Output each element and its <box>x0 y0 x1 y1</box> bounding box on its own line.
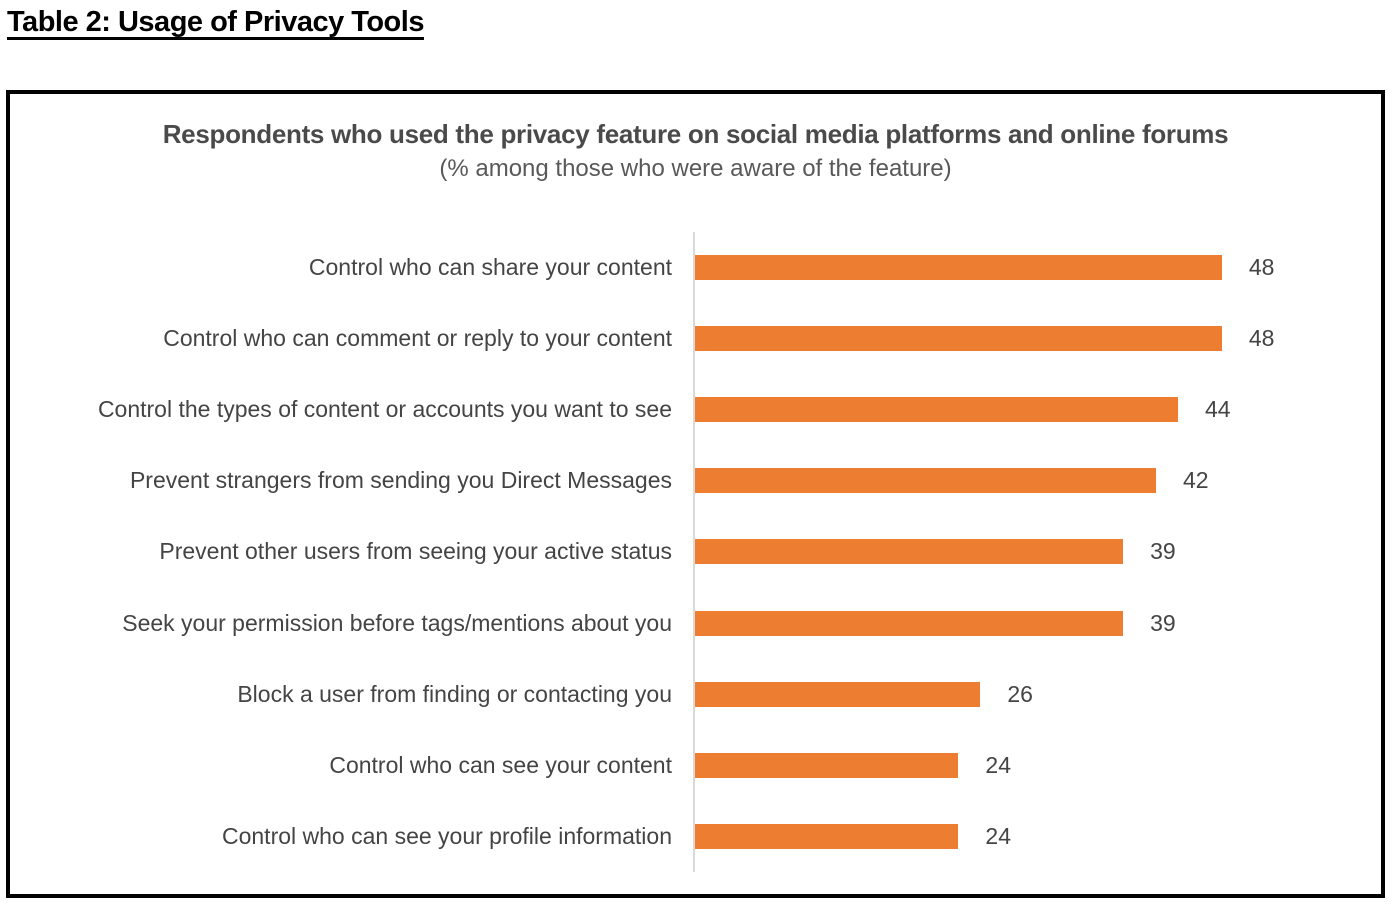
bar-row: Prevent strangers from sending you Direc… <box>10 445 1381 516</box>
value-label: 39 <box>1150 609 1176 636</box>
category-label: Control the types of content or accounts… <box>97 396 672 423</box>
bar-cell: 26 <box>693 659 1381 730</box>
bar-cell: 48 <box>693 232 1381 303</box>
value-label: 42 <box>1182 467 1209 494</box>
value-label: 24 <box>985 822 1012 849</box>
category-axis-line <box>693 232 695 872</box>
bar-row: Prevent other users from seeing your act… <box>10 516 1381 587</box>
bar-row: Control who can see your content 24 <box>10 730 1381 801</box>
category-label: Control who can comment or reply to your… <box>163 325 672 352</box>
bar-cell: 39 <box>693 516 1381 587</box>
chart-header: Respondents who used the privacy feature… <box>10 116 1381 185</box>
bar-row: Seek your permission before tags/mention… <box>10 588 1381 659</box>
bar <box>695 468 1156 494</box>
category-label: Prevent strangers from sending you Direc… <box>129 467 672 494</box>
chart-subtitle: (% among those who were aware of the fea… <box>439 155 952 182</box>
category-label: Control who can share your content <box>308 254 672 281</box>
bar <box>695 539 1124 565</box>
page-title: Table 2: Usage of Privacy Tools <box>7 6 424 38</box>
bar <box>695 681 981 707</box>
plot-area: Control who can share your content 48 Co… <box>10 232 1381 872</box>
bar-rows: Control who can share your content 48 Co… <box>10 232 1381 872</box>
value-label: 44 <box>1204 396 1231 423</box>
bar-cell: 42 <box>693 445 1381 516</box>
value-label: 26 <box>1007 680 1033 707</box>
bar-row: Control the types of content or accounts… <box>10 374 1381 445</box>
category-label: Seek your permission before tags/mention… <box>122 609 672 636</box>
bar-cell: 24 <box>693 801 1381 872</box>
bar-cell: 24 <box>693 730 1381 801</box>
bar-cell: 39 <box>693 588 1381 659</box>
value-label: 24 <box>985 751 1012 778</box>
bar-row: Block a user from finding or contacting … <box>10 659 1381 730</box>
bar-row: Control who can comment or reply to your… <box>10 303 1381 374</box>
bar <box>695 326 1222 352</box>
bar-cell: 48 <box>693 303 1381 374</box>
value-label: 39 <box>1150 538 1176 565</box>
category-label: Prevent other users from seeing your act… <box>159 538 672 565</box>
category-label: Control who can see your content <box>329 751 672 778</box>
bar-cell: 44 <box>693 374 1381 445</box>
value-label: 48 <box>1248 325 1275 352</box>
category-label: Block a user from finding or contacting … <box>237 680 672 707</box>
category-label: Control who can see your profile informa… <box>221 822 672 849</box>
value-label: 48 <box>1248 254 1275 281</box>
bar-row: Control who can see your profile informa… <box>10 801 1381 872</box>
chart-box: Respondents who used the privacy feature… <box>6 90 1385 898</box>
bar <box>695 397 1178 423</box>
bar <box>695 823 959 849</box>
chart-title: Respondents who used the privacy feature… <box>162 119 1229 149</box>
bar <box>695 255 1222 281</box>
bar-row: Control who can share your content 48 <box>10 232 1381 303</box>
bar <box>695 610 1124 636</box>
bar <box>695 752 959 778</box>
